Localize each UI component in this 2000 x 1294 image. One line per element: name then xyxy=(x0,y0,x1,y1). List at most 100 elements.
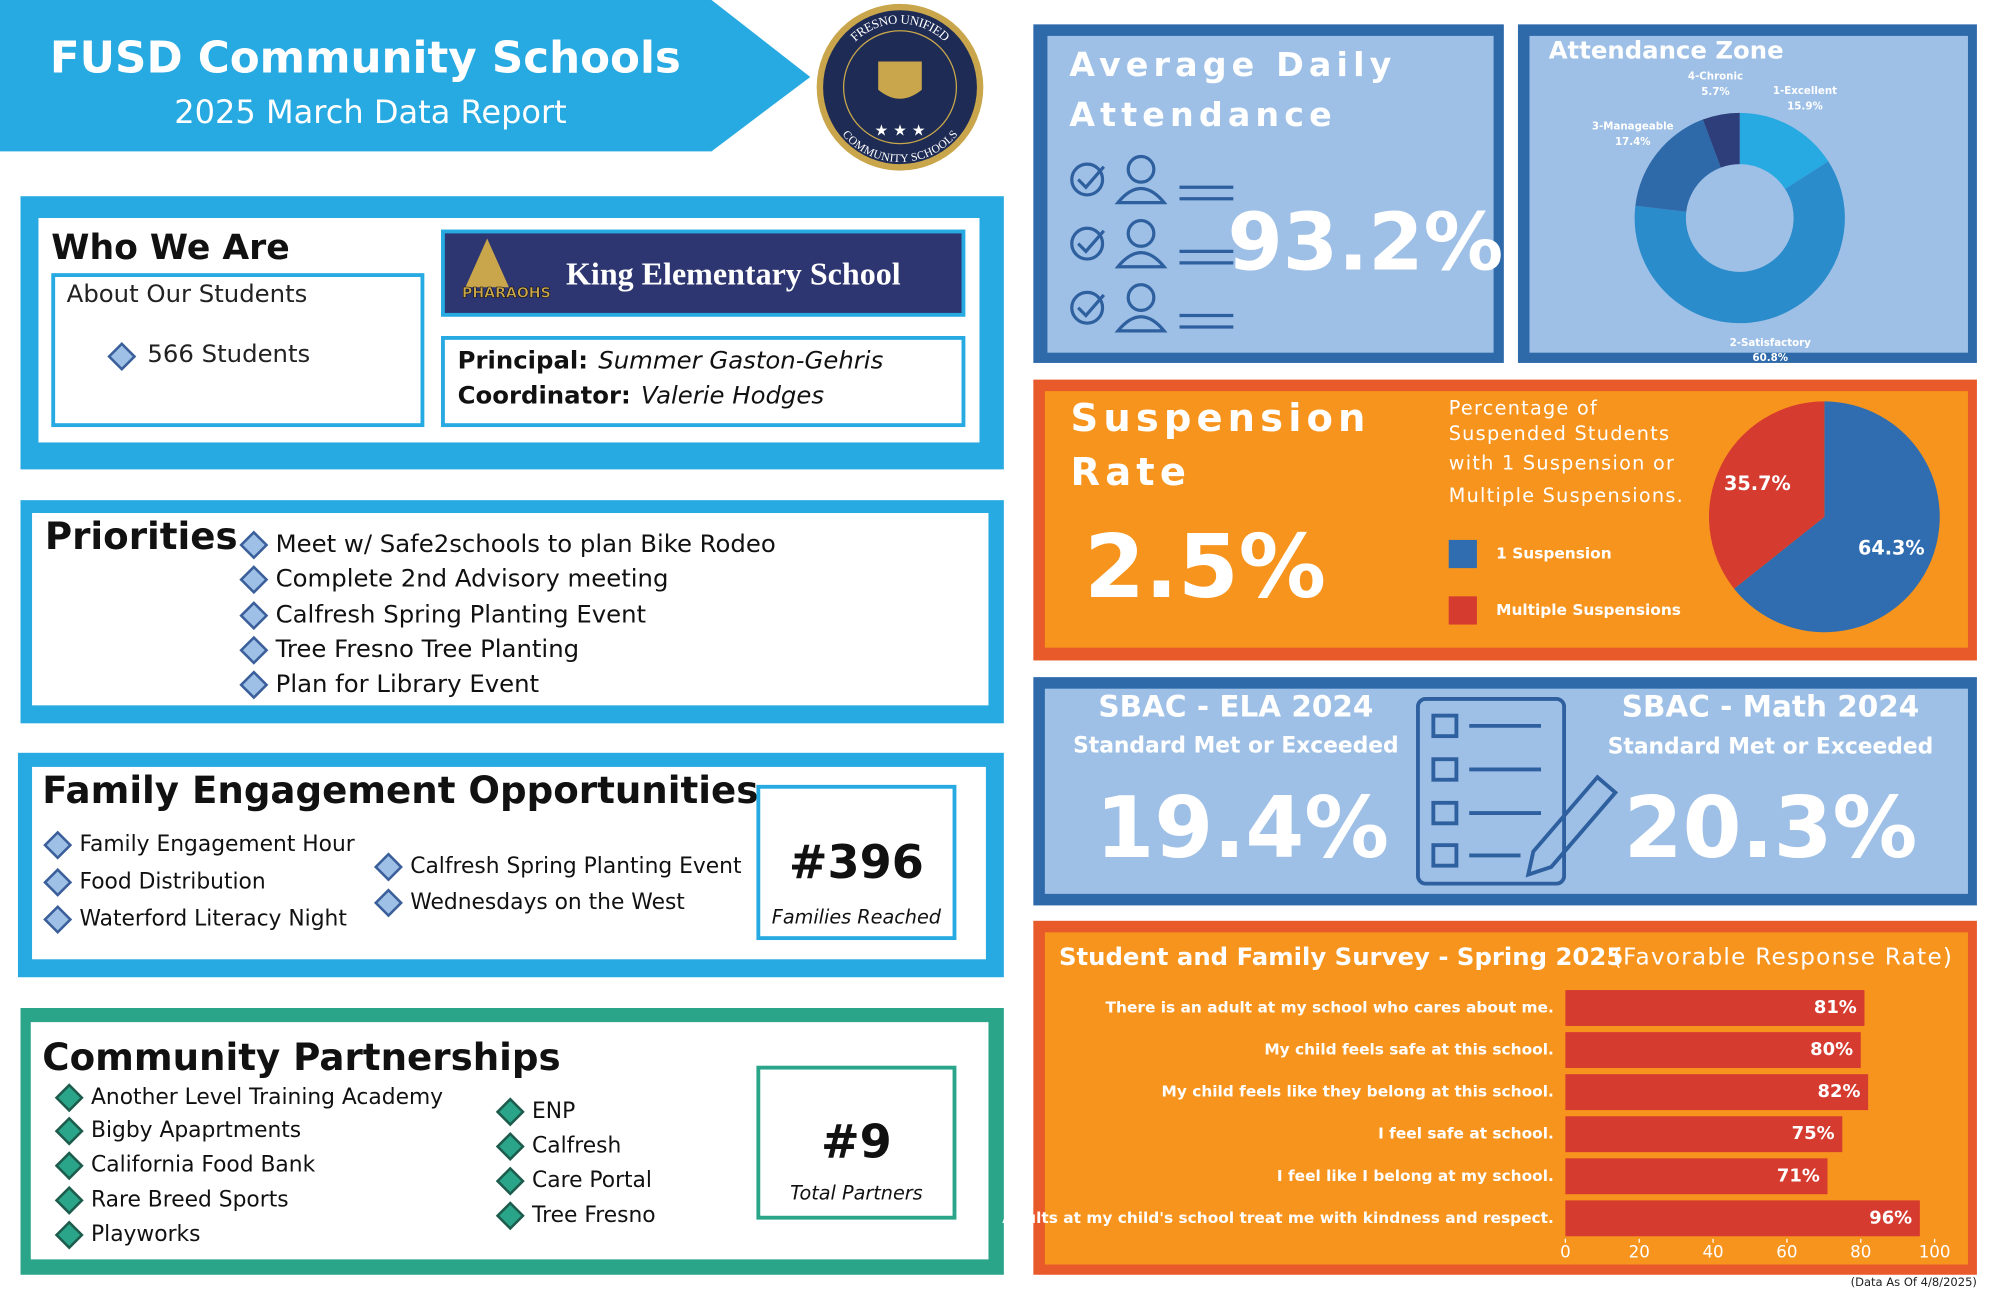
logo: FRESNO UNIFIED COMMUNITY SCHOOLS ★ ★ ★ xyxy=(816,3,984,171)
bullet xyxy=(54,1185,84,1215)
value-label: 96% xyxy=(1869,1207,1912,1228)
list-item: Waterford Literacy Night xyxy=(79,907,347,932)
partners-title: Community Partnerships xyxy=(42,1035,560,1079)
family-count: #396 xyxy=(789,835,924,889)
slice-label: 2-Satisfactory xyxy=(1730,337,1812,349)
sbac-title: SBAC - ELA 2024 xyxy=(1098,689,1373,723)
chart-subtitle: (Favorable Response Rate) xyxy=(1613,944,1953,970)
slice xyxy=(1635,119,1721,212)
slice xyxy=(1734,401,1940,633)
slice-value: 64.3% xyxy=(1858,537,1925,560)
chart-title: Attendance Zone xyxy=(1549,35,1784,64)
bullet xyxy=(43,867,73,897)
staff-box xyxy=(441,336,966,428)
sbac-value: 19.4% xyxy=(1096,778,1389,877)
bullet xyxy=(495,1097,525,1127)
priorities-inner xyxy=(32,512,989,706)
partners-count: #9 xyxy=(821,1115,892,1169)
bullet xyxy=(54,1220,84,1250)
legend-swatch xyxy=(1448,596,1477,625)
bullet xyxy=(495,1201,525,1231)
list-item: Calfresh Spring Planting Event xyxy=(276,600,646,629)
list-item: Wednesdays on the West xyxy=(410,890,685,915)
bar-chart: Student and Family Survey - Spring 2025(… xyxy=(1002,942,1953,1261)
suspension-title: Rate xyxy=(1071,450,1192,495)
bullet xyxy=(239,530,269,560)
list-item: ENP xyxy=(532,1099,575,1124)
list-item: Meet w/ Safe2schools to plan Bike Rodeo xyxy=(276,529,776,558)
attendance-inner xyxy=(1047,35,1494,353)
mascot: PHARAOHS xyxy=(462,286,551,302)
description: with 1 Suspension or xyxy=(1449,452,1675,475)
slice-label: 1-Excellent xyxy=(1773,85,1837,97)
category-label: There is an adult at my school who cares… xyxy=(1106,999,1554,1017)
description: Multiple Suspensions. xyxy=(1449,484,1684,507)
list-item: Bigby Apaprtments xyxy=(91,1118,301,1143)
staff-line: Coordinator: Valerie Hodges xyxy=(458,380,825,409)
bullet xyxy=(495,1166,525,1196)
bar xyxy=(1565,1200,1920,1237)
family-title: Family Engagement Opportunities xyxy=(42,768,758,812)
list-item: Calfresh Spring Planting Event xyxy=(410,854,742,879)
student-count: 566 Students xyxy=(147,339,310,368)
slice-label: 3-Manageable xyxy=(1592,121,1674,133)
svg-text:★ ★ ★: ★ ★ ★ xyxy=(874,121,925,139)
category-label: Adults at my child's school treat me wit… xyxy=(1002,1209,1554,1227)
bullet xyxy=(373,888,403,918)
category-label: My child feels like they belong at this … xyxy=(1162,1083,1554,1101)
bullet xyxy=(239,565,269,595)
value-label: 80% xyxy=(1810,1039,1853,1060)
legend-label: 1 Suspension xyxy=(1496,545,1612,563)
priorities-title: Priorities xyxy=(45,514,238,558)
donut-chart: Attendance Zone 1-Excellent 15.9% 2-Satisfa… xyxy=(1549,35,1845,364)
clipboard-icon xyxy=(1416,697,1619,886)
value-label: 81% xyxy=(1814,997,1857,1018)
description: Percentage of xyxy=(1449,397,1598,420)
bullet xyxy=(54,1116,84,1146)
bullet xyxy=(239,601,269,631)
sbac-subtitle: Standard Met or Exceeded xyxy=(1608,735,1934,760)
list-item: Plan for Library Event xyxy=(276,669,539,698)
coordinator: Valerie Hodges xyxy=(641,380,824,409)
list-item: Care Portal xyxy=(532,1168,652,1193)
attendance-icons xyxy=(1070,154,1234,333)
bullet xyxy=(495,1132,525,1162)
bullet xyxy=(54,1083,84,1113)
bar xyxy=(1565,1032,1861,1069)
list-item: California Food Bank xyxy=(91,1153,316,1178)
slice-label: 4-Chronic xyxy=(1688,71,1743,83)
sbac-title: SBAC - Math 2024 xyxy=(1622,689,1920,723)
about-heading: About Our Students xyxy=(67,279,308,308)
who-heading: Who We Are xyxy=(51,228,289,268)
legend-label: Multiple Suspensions xyxy=(1496,601,1681,619)
list-item: Calfresh xyxy=(532,1134,621,1159)
sbac-value: 20.3% xyxy=(1624,778,1917,877)
list-item: Complete 2nd Advisory meeting xyxy=(276,564,669,593)
bar xyxy=(1565,1074,1869,1111)
family-count-label: Families Reached xyxy=(772,906,942,929)
list-item: Playworks xyxy=(91,1222,200,1247)
x-tick-label: 40 xyxy=(1702,1242,1723,1261)
school-name: King Elementary School xyxy=(566,255,901,291)
category-label: I feel safe at school. xyxy=(1378,1125,1554,1143)
list-item: Tree Fresno xyxy=(531,1203,656,1228)
x-tick-label: 80 xyxy=(1850,1242,1871,1261)
description: Suspended Students xyxy=(1449,422,1671,445)
slice-value: 5.7% xyxy=(1701,86,1729,98)
bullet xyxy=(373,852,403,882)
bullet xyxy=(239,670,269,700)
partners-count-label: Total Partners xyxy=(790,1181,923,1204)
attendance-title: Average Daily xyxy=(1069,45,1396,84)
principal-label: Principal: xyxy=(458,346,588,375)
sbac-subtitle: Standard Met or Exceeded xyxy=(1073,733,1399,758)
bullet xyxy=(54,1151,84,1181)
slice xyxy=(1634,161,1845,324)
bullet xyxy=(43,905,73,935)
x-tick-label: 0 xyxy=(1560,1242,1571,1261)
slice-value: 35.7% xyxy=(1724,472,1791,495)
bar xyxy=(1565,1158,1828,1195)
footnote: (Data As Of 4/8/2025) xyxy=(1851,1275,1977,1289)
slice-value: 17.4% xyxy=(1615,136,1651,148)
attendance-title: Attendance xyxy=(1069,95,1337,134)
value-label: 71% xyxy=(1777,1165,1820,1186)
